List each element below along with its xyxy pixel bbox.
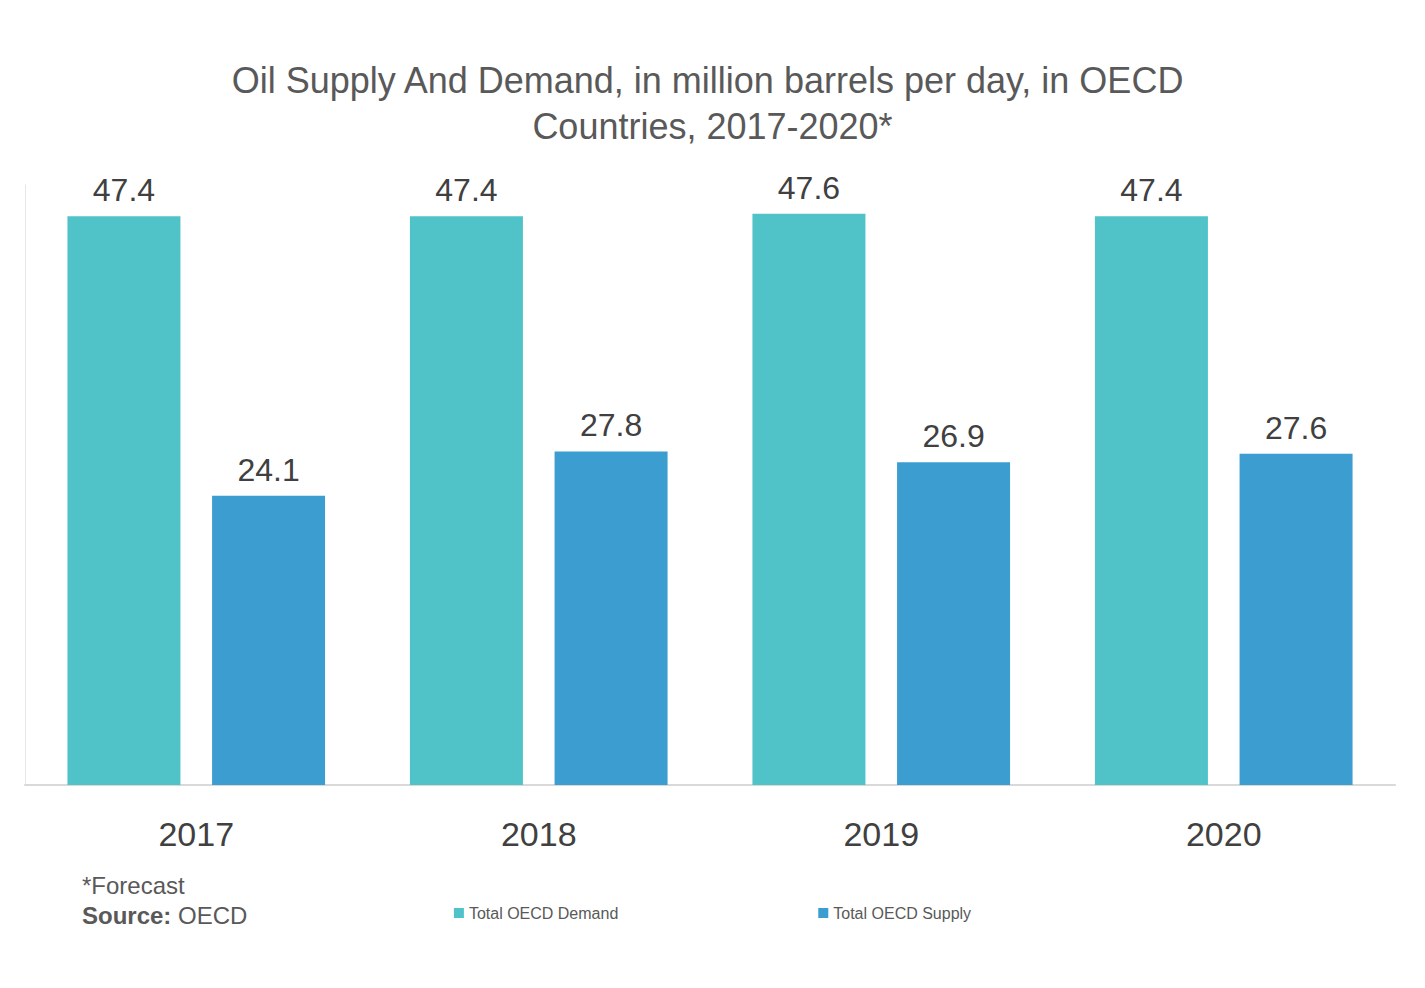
svg-text:24.1: 24.1 [237,452,299,488]
svg-text:Countries, 2017-2020*: Countries, 2017-2020* [532,106,892,147]
svg-text:Total OECD Supply: Total OECD Supply [833,905,971,922]
svg-text:47.6: 47.6 [778,170,840,206]
svg-text:2020: 2020 [1186,815,1262,853]
svg-text:Source:: Source: [82,902,171,929]
svg-text:2019: 2019 [843,815,919,853]
svg-text:47.4: 47.4 [93,172,155,208]
svg-text:OECD: OECD [171,902,247,929]
svg-text:47.4: 47.4 [1120,172,1182,208]
svg-text:Oil Supply And Demand, in mill: Oil Supply And Demand, in million barrel… [232,60,1194,101]
svg-text:47.4: 47.4 [435,172,497,208]
svg-text:*Forecast: *Forecast [82,872,185,899]
svg-text:2018: 2018 [501,815,577,853]
svg-text:Total OECD Demand: Total OECD Demand [469,905,618,922]
svg-text:2017: 2017 [158,815,234,853]
svg-text:26.9: 26.9 [922,418,984,454]
svg-text:27.8: 27.8 [580,407,642,443]
svg-text:27.6: 27.6 [1265,410,1327,446]
